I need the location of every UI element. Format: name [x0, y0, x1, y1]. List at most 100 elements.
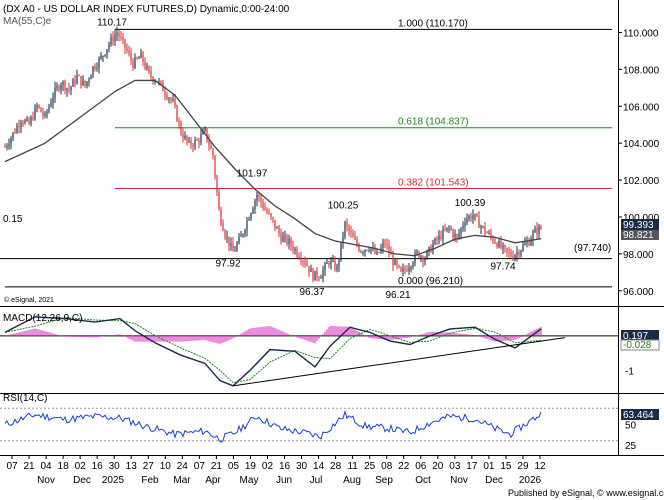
macd-value-badge — [621, 330, 659, 340]
candle-body — [382, 243, 384, 248]
x-day-label: 13 — [126, 461, 138, 472]
price-tick-label: 104.000 — [623, 139, 660, 150]
candle-body — [198, 140, 200, 143]
candle-body — [474, 213, 476, 216]
candle-body — [8, 144, 10, 146]
candle-body — [518, 251, 520, 255]
candle-body — [228, 236, 230, 246]
candle-body — [442, 229, 444, 240]
candle-body — [524, 243, 526, 246]
candle-body — [218, 192, 220, 210]
candle-body — [68, 88, 70, 91]
candle-body — [22, 122, 24, 124]
price-candles — [4, 26, 542, 283]
macd-trendline — [232, 337, 566, 387]
candle-body — [110, 37, 112, 45]
macd-line — [4, 316, 542, 387]
candle-body — [386, 244, 388, 246]
candle-body — [428, 246, 430, 251]
candle-body — [250, 213, 252, 219]
candle-body — [86, 81, 88, 87]
candle-body — [484, 226, 486, 233]
candle-body — [276, 227, 278, 229]
candle-body — [298, 255, 300, 259]
x-day-label: 12 — [534, 461, 546, 472]
candle-body — [528, 241, 530, 246]
x-day-label: 25 — [364, 461, 376, 472]
candle-body — [136, 57, 138, 59]
candle-body — [490, 232, 492, 237]
signal-value: -0.028 — [623, 340, 652, 351]
candle-body — [124, 39, 126, 48]
candle-body — [248, 218, 250, 221]
candle-body — [234, 250, 236, 252]
candle-body — [168, 98, 170, 100]
candle-body — [502, 245, 504, 248]
candle-body — [98, 58, 100, 68]
candle-body — [312, 268, 314, 281]
x-month-label: Aug — [343, 475, 361, 486]
candle-body — [308, 265, 310, 273]
candle-body — [138, 58, 140, 60]
candle-body — [74, 79, 76, 84]
candle-body — [494, 241, 496, 244]
rsi-value: 63.464 — [623, 410, 654, 421]
macd-label: MACD(12,26,9,C) — [3, 313, 82, 324]
fib-label: 0.000 (96.210) — [398, 276, 463, 287]
candle-body — [390, 252, 392, 255]
candle-body — [532, 232, 534, 241]
candle-body — [270, 213, 272, 218]
candle-body — [172, 98, 174, 100]
price-annotation: 97.74 — [490, 262, 515, 273]
candle-body — [526, 241, 528, 244]
candle-body — [34, 107, 36, 120]
x-day-label: 18 — [58, 461, 70, 472]
candle-body — [404, 268, 406, 270]
candle-body — [78, 75, 80, 77]
rsi-value-badge — [621, 409, 659, 420]
candle-body — [144, 62, 146, 69]
candle-body — [18, 125, 20, 128]
candle-body — [72, 79, 74, 87]
candle-body — [344, 221, 346, 238]
candle-body — [12, 132, 14, 138]
candle-body — [268, 212, 270, 214]
candle-body — [320, 277, 322, 279]
x-day-label: 20 — [432, 461, 444, 472]
candle-body — [416, 251, 418, 253]
x-day-label: 01 — [483, 461, 495, 472]
candle-body — [6, 145, 8, 147]
candle-body — [426, 250, 428, 259]
price-tick-label: 102.000 — [623, 176, 660, 187]
candle-body — [148, 66, 150, 72]
fibonacci-levels: 1.000 (110.170) 0.618 (104.837) 0.382 (101… — [0, 18, 612, 288]
candle-body — [292, 245, 294, 251]
candle-body — [356, 239, 358, 245]
candle-body — [264, 208, 266, 210]
candle-body — [260, 196, 262, 203]
candle-body — [238, 236, 240, 244]
candle-body — [132, 60, 134, 68]
support-level-label: (97.740) — [574, 243, 611, 254]
candle-body — [180, 122, 182, 135]
candle-body — [44, 113, 46, 116]
x-day-label: 16 — [92, 461, 104, 472]
candle-body — [332, 260, 334, 262]
candle-body — [486, 232, 488, 234]
candle-body — [90, 75, 92, 80]
x-day-label: 05 — [228, 461, 240, 472]
candle-body — [530, 240, 532, 246]
candle-body — [24, 120, 26, 124]
candle-body — [284, 235, 286, 237]
candle-body — [92, 66, 94, 76]
x-day-label: 29 — [517, 461, 529, 472]
candle-body — [108, 44, 110, 50]
x-day-label: 21 — [211, 461, 223, 472]
candle-body — [406, 269, 408, 271]
candle-body — [488, 232, 490, 234]
candle-body — [476, 213, 478, 217]
x-day-label: 21 — [23, 461, 35, 472]
candle-body — [506, 248, 508, 252]
candle-body — [450, 227, 452, 231]
candle-body — [242, 234, 244, 236]
